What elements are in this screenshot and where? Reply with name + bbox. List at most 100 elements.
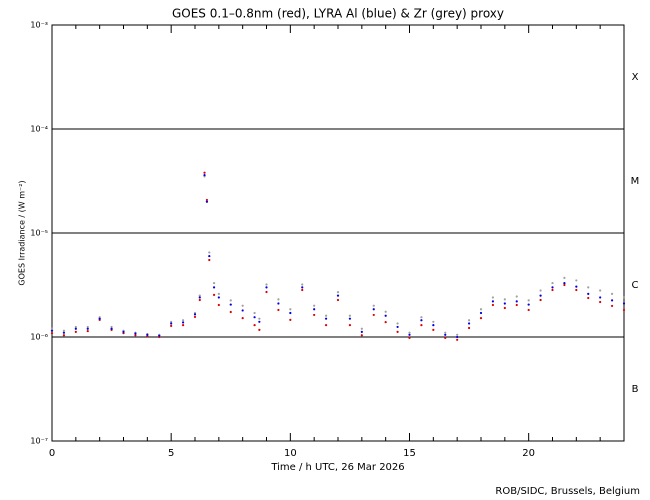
x-tick-label: 20 (522, 448, 535, 459)
data-point (527, 299, 530, 302)
data-point (444, 331, 447, 334)
data-point (348, 317, 352, 320)
data-point (181, 324, 185, 327)
data-point (170, 322, 173, 325)
data-point (420, 316, 423, 319)
data-point (289, 308, 292, 311)
data-point (208, 254, 211, 258)
data-point (551, 286, 554, 289)
data-point (432, 324, 435, 327)
data-point (193, 313, 197, 316)
y-tick-label: 10⁻³ (30, 21, 48, 30)
data-point (467, 319, 471, 322)
data-point (62, 329, 66, 332)
x-tick-label: 10 (284, 448, 297, 459)
data-point (229, 299, 232, 302)
data-point (198, 294, 201, 297)
data-point (212, 281, 216, 285)
data-point (587, 292, 590, 295)
data-point (74, 327, 77, 330)
data-point (372, 308, 375, 311)
data-point (198, 298, 201, 302)
data-point (158, 334, 161, 337)
data-point (212, 293, 216, 296)
data-point (372, 304, 375, 307)
data-point (539, 294, 542, 297)
data-point (134, 332, 137, 335)
data-point (575, 288, 578, 292)
data-point (241, 304, 244, 307)
data-point (50, 327, 54, 330)
data-point (301, 288, 304, 292)
data-point (217, 303, 220, 307)
data-point (599, 296, 602, 299)
data-point (86, 329, 89, 333)
data-point (360, 330, 363, 333)
data-point (360, 334, 363, 337)
data-point (563, 276, 566, 280)
data-point (444, 336, 447, 340)
data-point (348, 324, 352, 327)
data-point (622, 296, 626, 299)
data-point (74, 325, 77, 329)
data-point (229, 303, 232, 306)
data-point (563, 283, 566, 287)
data-point (551, 281, 554, 285)
data-point (258, 317, 261, 320)
data-point (491, 303, 495, 307)
y-tick-label: 10⁻⁵ (30, 229, 48, 238)
data-point (170, 320, 173, 323)
data-point (50, 332, 54, 335)
data-point (610, 292, 614, 295)
data-point (622, 308, 626, 312)
data-point (479, 316, 483, 320)
data-point (74, 330, 77, 333)
class-label: C (632, 280, 639, 291)
y-tick-label: 10⁻⁷ (30, 437, 48, 446)
footer: ROB/SIDC, Brussels, Belgium (495, 486, 640, 497)
x-tick-label: 0 (49, 448, 55, 459)
data-point (384, 310, 387, 313)
data-point (408, 331, 411, 334)
class-label: M (631, 176, 640, 187)
data-point (503, 298, 506, 301)
data-point (170, 324, 173, 327)
data-point (265, 286, 268, 289)
data-point (217, 292, 220, 295)
data-point (205, 198, 209, 202)
data-point (456, 338, 459, 341)
data-point (539, 289, 542, 292)
data-point (432, 320, 435, 323)
y-axis-label: GOES Irradiance / (W m⁻²) (18, 180, 27, 285)
data-point (203, 174, 206, 177)
data-point (265, 290, 268, 294)
data-point (420, 324, 423, 327)
data-point (336, 291, 340, 294)
data-point (313, 313, 316, 317)
data-point (98, 317, 101, 320)
data-point (122, 330, 125, 333)
data-point (575, 279, 578, 282)
data-point (253, 324, 256, 327)
data-point (551, 288, 554, 292)
data-point (515, 295, 518, 298)
data-point (503, 306, 506, 310)
data-point (324, 317, 328, 320)
data-point (396, 322, 399, 325)
data-point (456, 335, 459, 339)
data-point (610, 299, 614, 302)
data-point (467, 322, 471, 325)
data-point (229, 310, 232, 314)
data-point (587, 286, 590, 289)
data-point (134, 334, 137, 337)
data-point (408, 336, 411, 340)
data-point (456, 333, 459, 336)
data-point (208, 258, 211, 262)
data-point (563, 281, 566, 285)
data-point (253, 316, 256, 319)
class-label: X (632, 72, 639, 83)
data-point (181, 321, 185, 324)
data-point (301, 286, 304, 289)
